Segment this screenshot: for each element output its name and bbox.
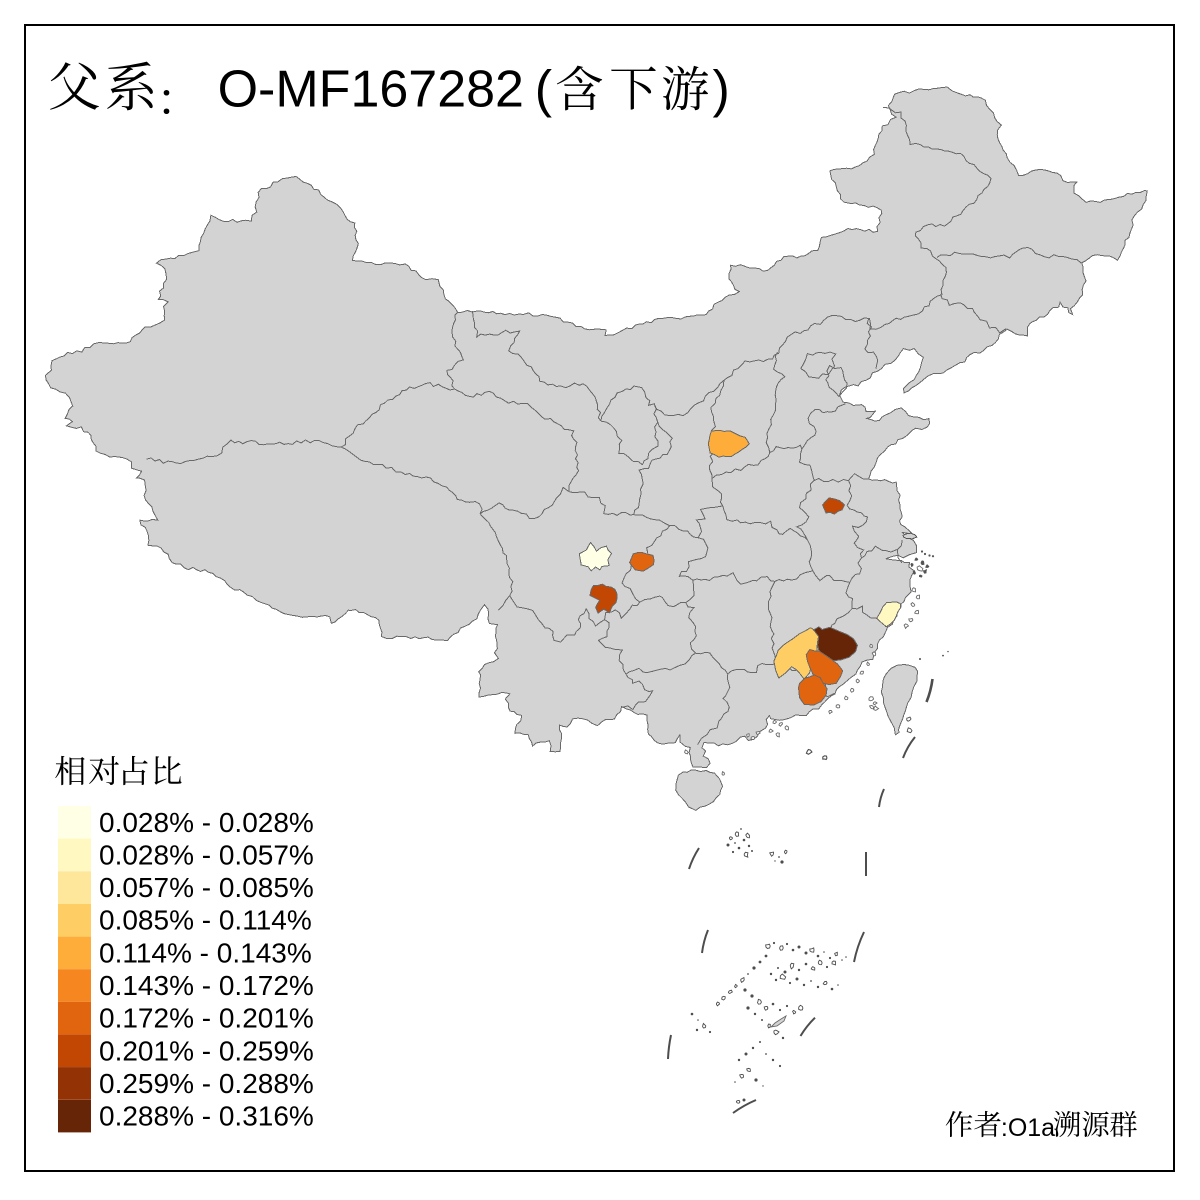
svg-text:0.114% - 0.143%: 0.114% - 0.143% <box>99 937 312 968</box>
svg-text:(: ( <box>535 61 553 119</box>
svg-text:O-MF167282: O-MF167282 <box>218 61 524 119</box>
svg-text:0.085% - 0.114%: 0.085% - 0.114% <box>99 905 312 936</box>
svg-text:0.143% - 0.172%: 0.143% - 0.172% <box>99 970 314 1001</box>
svg-text:0.259% - 0.288%: 0.259% - 0.288% <box>99 1068 314 1099</box>
svg-text:0.028% - 0.028%: 0.028% - 0.028% <box>99 807 314 838</box>
svg-text:0.201% - 0.259%: 0.201% - 0.259% <box>99 1035 314 1066</box>
svg-text:0.288% - 0.316%: 0.288% - 0.316% <box>99 1101 314 1132</box>
svg-text:0.028% - 0.057%: 0.028% - 0.057% <box>99 840 314 871</box>
svg-text:0.057% - 0.085%: 0.057% - 0.085% <box>99 872 314 903</box>
svg-text::O1a: :O1a <box>1001 1114 1055 1142</box>
svg-text:): ) <box>713 61 730 119</box>
svg-text:0.172% - 0.201%: 0.172% - 0.201% <box>99 1003 314 1034</box>
